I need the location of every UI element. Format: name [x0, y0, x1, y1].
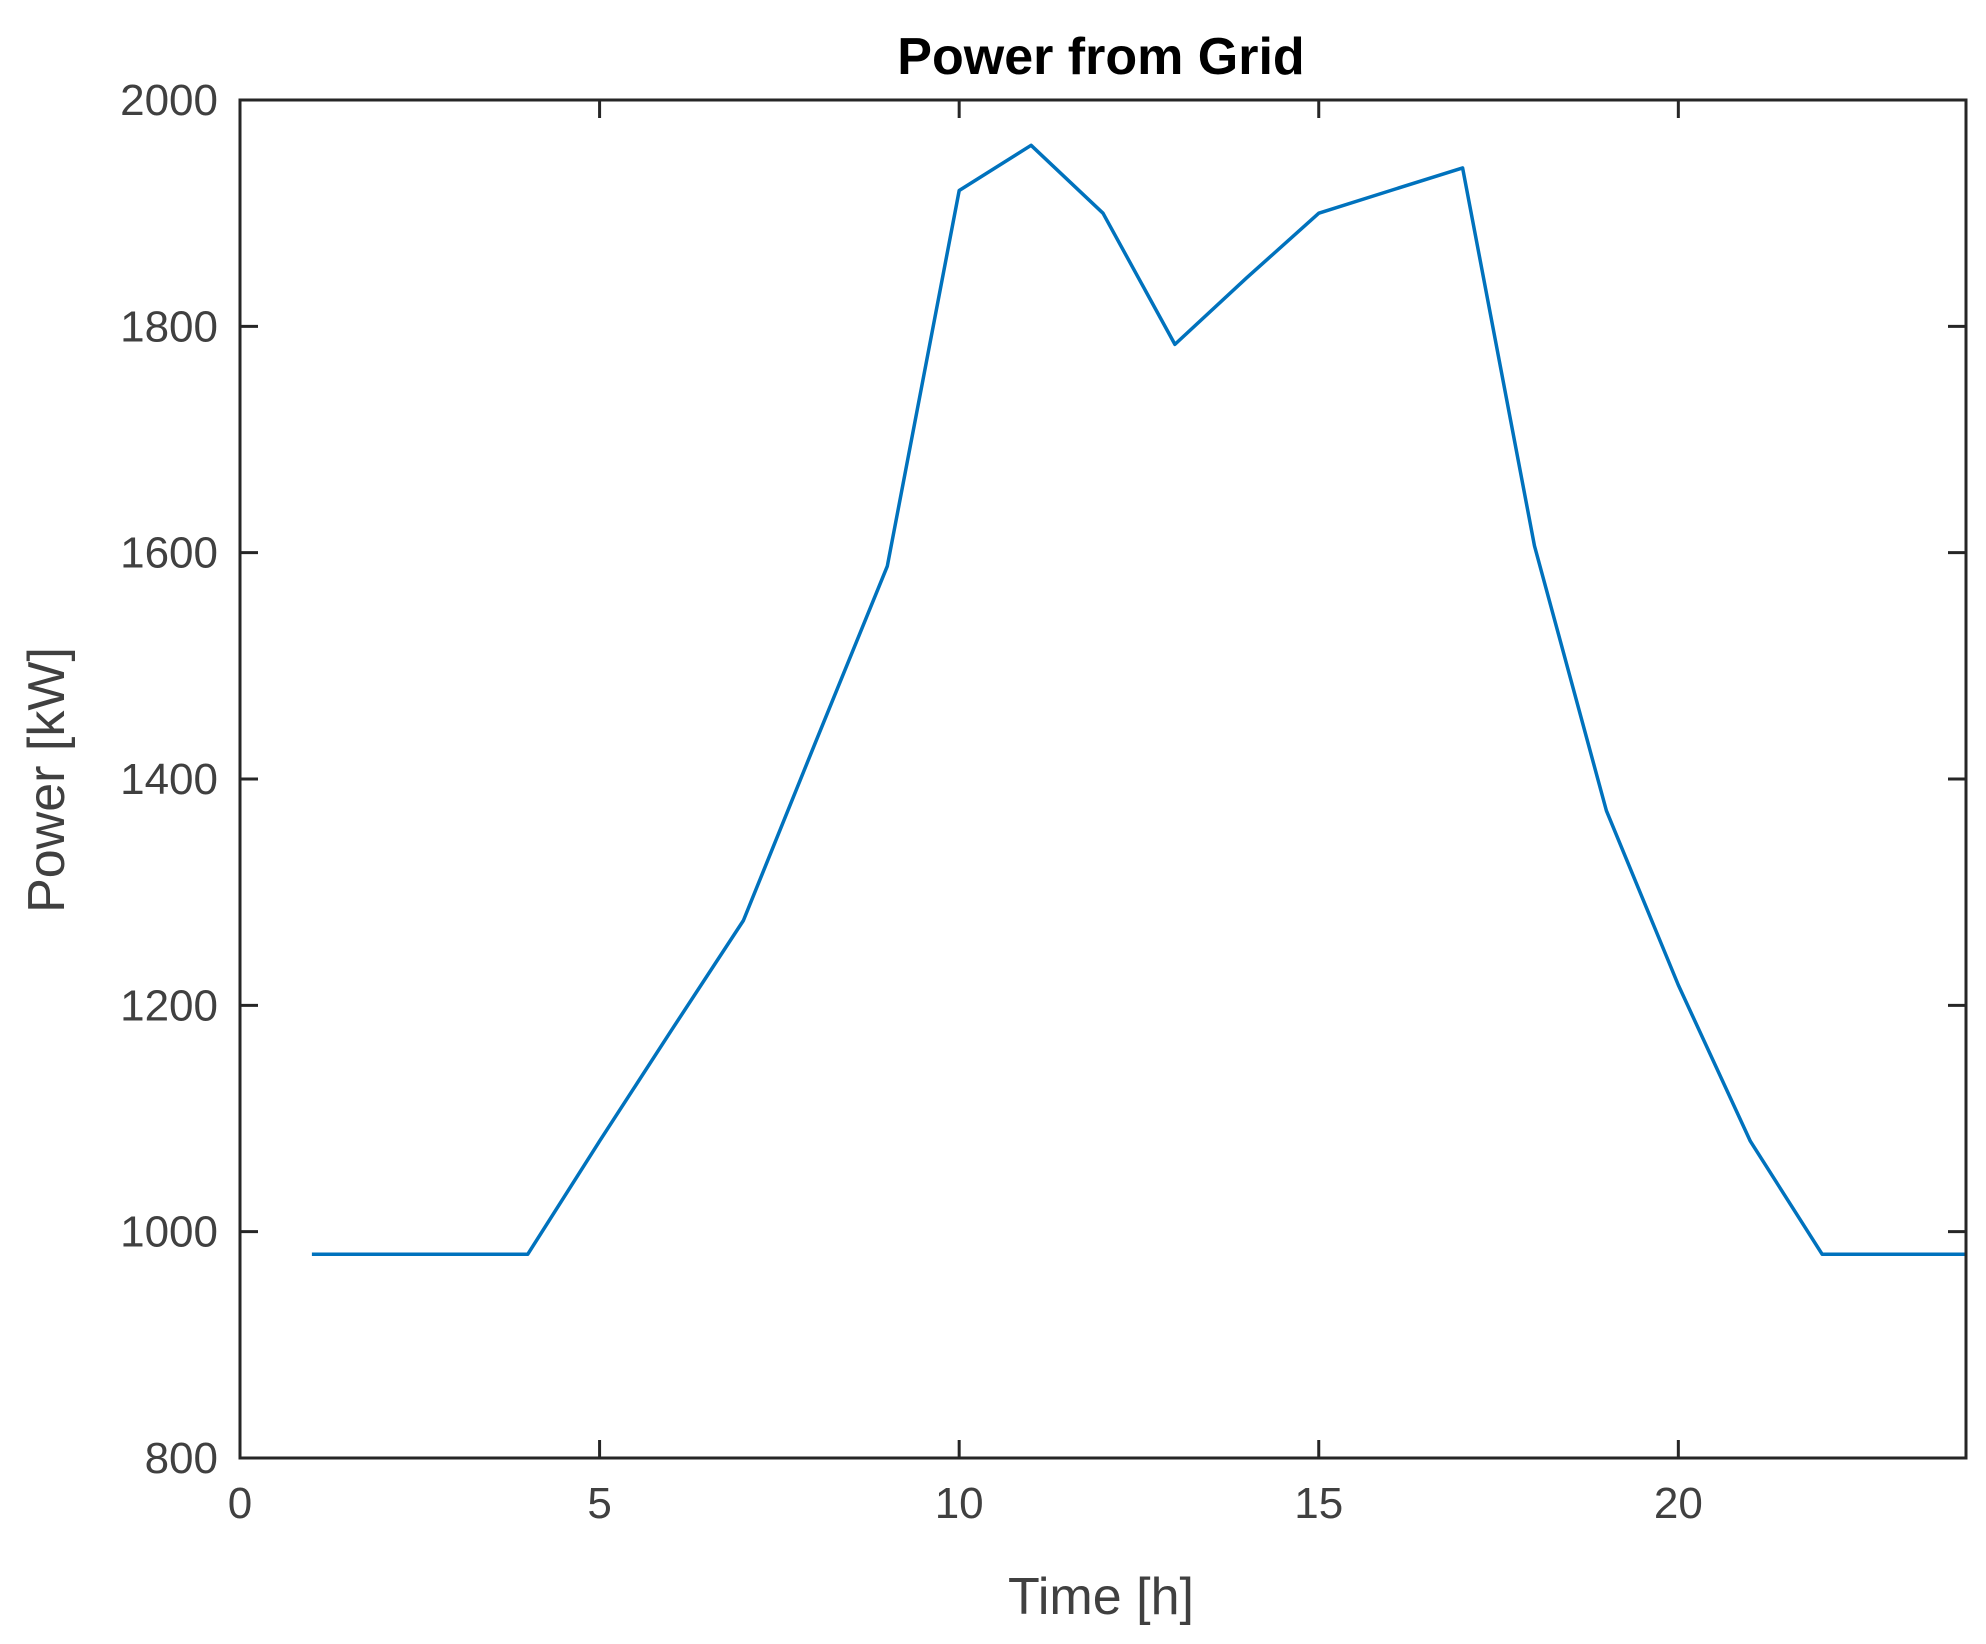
x-tick-label: 5: [587, 1479, 611, 1528]
x-axis: 0 5 10 15 20: [228, 100, 1703, 1528]
y-tick-label: 1600: [120, 529, 218, 578]
y-tick-label: 1800: [120, 302, 218, 351]
y-tick-label: 2000: [120, 76, 218, 125]
chart-title: Power from Grid: [897, 28, 1304, 86]
y-tick-label: 1000: [120, 1208, 218, 1257]
y-tick-label: 1200: [120, 981, 218, 1030]
y-tick-label: 800: [145, 1434, 218, 1483]
x-tick-label: 15: [1294, 1479, 1343, 1528]
y-axis-label: Power [kW]: [18, 647, 76, 913]
x-tick-label: 0: [228, 1479, 252, 1528]
plot-area: [311, 143, 1966, 1257]
y-axis: 800 1000 1200 1400 1600 1800 2000: [120, 76, 1966, 1483]
x-axis-label: Time [h]: [1008, 1568, 1194, 1626]
plot-frame: [238, 98, 1968, 1460]
x-tick-label: 20: [1654, 1479, 1703, 1528]
x-tick-label: 10: [935, 1479, 984, 1528]
series-line: [311, 143, 1966, 1257]
y-tick-label: 1400: [120, 755, 218, 804]
